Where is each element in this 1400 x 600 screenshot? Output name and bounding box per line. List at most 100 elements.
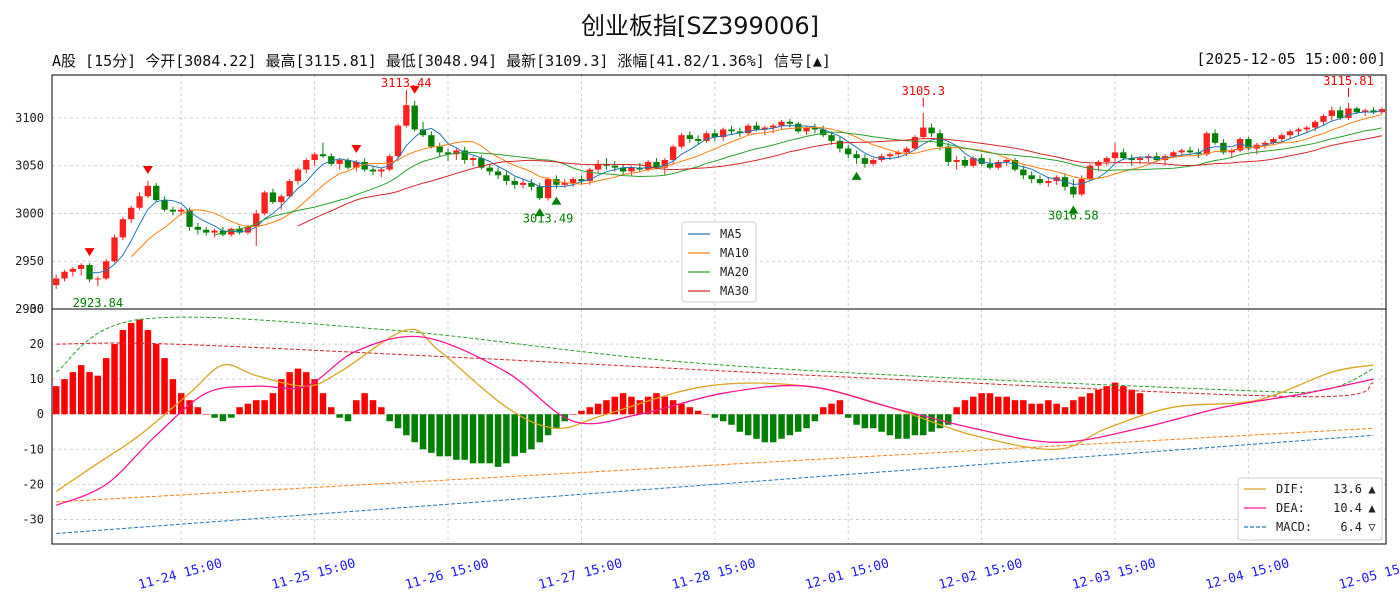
candle-body (828, 135, 835, 141)
price-extreme-label: 3105.3 (902, 84, 945, 98)
x-tick-label: 12-03 15:00 (1071, 556, 1158, 593)
macd-hist-bar (753, 414, 760, 439)
macd-hist-bar (1086, 393, 1094, 415)
macd-hist-bar (177, 393, 185, 415)
candle-body (461, 150, 468, 161)
candle-body (269, 192, 277, 203)
macd-hist-bar (1011, 400, 1019, 415)
macd-hist-bar (453, 414, 460, 460)
macd-hist-bar (786, 414, 794, 436)
candle-body (69, 268, 77, 272)
candle-body (1220, 142, 1227, 153)
x-tick-label: 11-28 15:00 (670, 556, 757, 593)
candle-body (361, 161, 368, 170)
candle-body (136, 196, 143, 208)
candle-body (661, 160, 668, 168)
candle-body (103, 261, 110, 279)
candle-body (1036, 179, 1044, 183)
candle-body (294, 169, 302, 182)
macd-hist-bar (644, 396, 652, 415)
macd-hist-bar (353, 400, 360, 415)
macd-hist-bar (202, 414, 210, 415)
macd-hist-bar (261, 400, 268, 415)
sell-signal-marker (142, 166, 153, 175)
candle-body (1086, 165, 1094, 180)
macd-hist-bar (61, 379, 68, 415)
buy-signal-marker (851, 171, 862, 180)
macd-hist-bar (995, 396, 1002, 415)
candle-body (745, 125, 752, 134)
candle-body (986, 163, 994, 168)
macd-hist-bar (819, 407, 827, 415)
candle-body (186, 209, 193, 227)
candle-body (594, 163, 602, 170)
macd-hist-bar (236, 407, 243, 415)
macd-hist-bar (594, 403, 602, 415)
macd-hist-bar (1003, 396, 1010, 415)
macd-tick-label: 20 (30, 337, 44, 351)
candle-body (403, 105, 410, 126)
macd-hist-bar (211, 414, 218, 418)
price-extreme-label: 3115.81 (1323, 74, 1374, 88)
candle-body (653, 161, 660, 168)
candle-body (770, 125, 777, 128)
candle-body (703, 133, 710, 141)
macd-hist-bar (636, 400, 644, 415)
candle-body (528, 182, 535, 187)
candle-body (169, 209, 177, 212)
candle-body (853, 154, 860, 159)
candle-body (786, 121, 794, 124)
macd-hist-bar (269, 393, 277, 415)
macd-hist-bar (478, 414, 485, 464)
x-tick-label: 12-05 15:00 (1337, 556, 1400, 593)
macd-hist-bar (394, 414, 402, 429)
x-tick-label: 12-04 15:00 (1204, 556, 1291, 593)
candle-body (1020, 169, 1027, 176)
candle-body (511, 181, 518, 185)
macd-hist-bar (553, 414, 560, 429)
candle-body (1245, 138, 1252, 149)
candle-body (1095, 161, 1102, 166)
candle-body (1295, 129, 1302, 132)
dea-lower-band (56, 434, 1374, 534)
price-tick-label: 2950 (15, 254, 44, 268)
candle-body (1203, 133, 1210, 155)
macd-hist-bar (895, 414, 902, 439)
macd-hist-bar (569, 414, 577, 415)
candle-body (870, 160, 877, 164)
candle-body (1361, 110, 1369, 113)
macd-hist-bar (194, 407, 202, 415)
candle-body (1320, 116, 1327, 122)
candle-body (261, 192, 268, 214)
macd-hist-bar (886, 414, 894, 436)
macd-hist-bar (461, 414, 468, 460)
macd-hist-bar (744, 414, 752, 436)
macd-legend-arrow: ▲ (1368, 501, 1376, 515)
macd-hist-bar (69, 372, 77, 415)
macd-hist-bar (127, 323, 135, 415)
macd-hist-bar (186, 400, 193, 415)
macd-panel-frame (51, 308, 1387, 545)
price-tick-label: 3100 (15, 111, 44, 125)
macd-hist-bar (328, 407, 335, 415)
ma-line-ma30 (297, 135, 1382, 227)
macd-hist-bar (1128, 389, 1135, 415)
macd-hist-bar (169, 379, 177, 415)
macd-hist-bar (861, 414, 869, 429)
macd-hist-bar (936, 414, 944, 429)
candle-body (1003, 160, 1010, 162)
candle-body (720, 129, 727, 138)
macd-hist-bar (986, 393, 994, 415)
macd-hist-bar (844, 414, 852, 418)
macd-hist-bar (928, 414, 935, 432)
macd-tick-label: -20 (22, 477, 44, 491)
macd-legend-name: MACD: (1276, 520, 1312, 534)
buy-signal-marker (551, 196, 562, 205)
macd-hist-bar (336, 414, 343, 418)
macd-hist-bar (386, 414, 393, 422)
candle-body (611, 165, 618, 168)
candle-body (736, 131, 744, 134)
candle-body (678, 135, 685, 147)
candle-body (686, 135, 693, 139)
candle-body (694, 138, 702, 141)
